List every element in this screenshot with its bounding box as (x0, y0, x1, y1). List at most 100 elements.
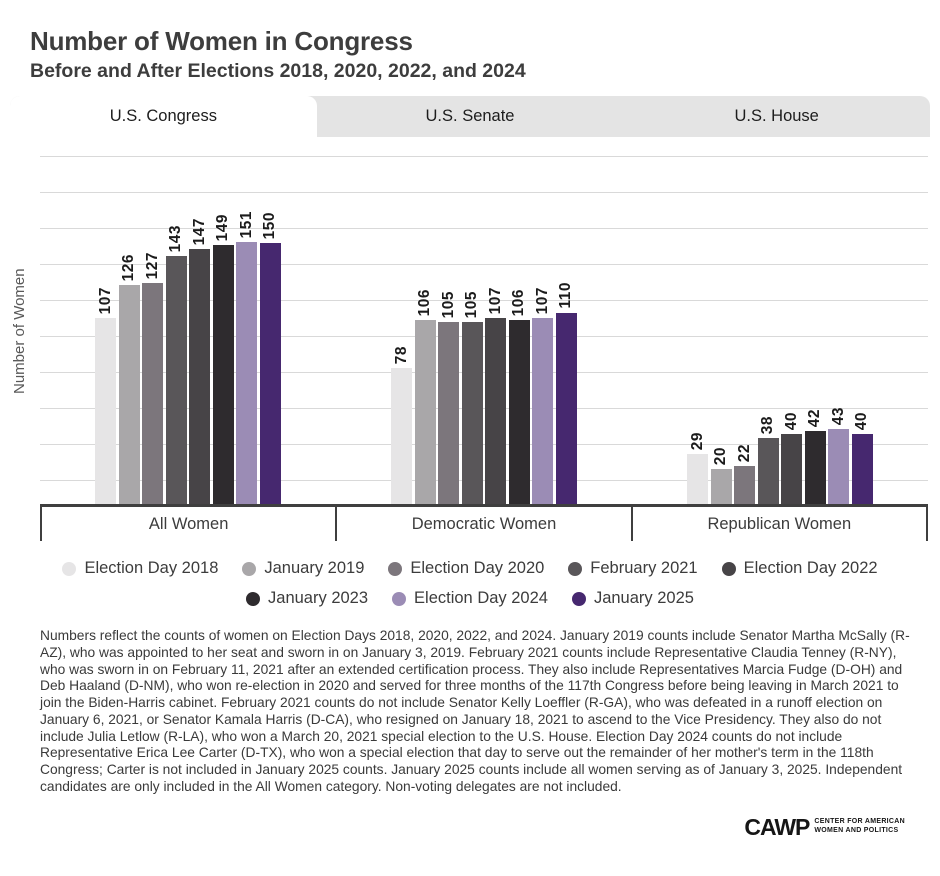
bar-wrap: 107 (532, 286, 554, 504)
bar-value-label: 126 (120, 253, 138, 281)
bar-february-2021-democratic-women[interactable] (461, 322, 483, 504)
bar-election-day-2024-all-women[interactable] (236, 242, 258, 504)
cawp-logo-line1: Center for American (814, 818, 905, 826)
legend-label: Election Day 2022 (743, 559, 878, 577)
footnote-text: Numbers reflect the counts of women on E… (40, 628, 910, 794)
bar-election-day-2024-democratic-women[interactable] (532, 318, 554, 504)
bar-wrap: 43 (828, 407, 850, 504)
bar-wrap: 105 (438, 290, 460, 504)
cawp-logo: CAWP Center for American Women and Polit… (0, 814, 905, 841)
plot-area: 107 126 127 143 147 149 151 150 78 106 105 105 107 10… (40, 156, 928, 507)
legend-color-dot (246, 591, 261, 606)
bar-value-label: 29 (688, 431, 706, 450)
bar-january-2019-democratic-women[interactable] (414, 320, 436, 504)
bar-value-label: 107 (486, 286, 504, 314)
legend-label: Election Day 2020 (410, 559, 545, 577)
legend-label: January 2025 (593, 589, 694, 607)
bar-election-day-2022-democratic-women[interactable] (485, 318, 507, 504)
bar-election-day-2018-all-women[interactable] (95, 318, 117, 504)
bar-value-label: 105 (463, 290, 481, 318)
tab-bar: U.S. Congress U.S. Senate U.S. House (10, 96, 930, 137)
bar-value-label: 143 (167, 224, 185, 252)
bar-january-2025-democratic-women[interactable] (555, 313, 577, 504)
bar-value-label: 38 (759, 415, 777, 434)
bar-wrap: 151 (236, 211, 258, 504)
bar-value-label: 127 (143, 251, 161, 279)
bar-group-democratic-women: 78 106 105 105 107 106 107 110 (336, 156, 632, 504)
bar-value-label: 110 (557, 282, 575, 309)
bar-february-2021-all-women[interactable] (165, 256, 187, 504)
bar-group-republican-women: 29 20 22 38 40 42 43 40 (632, 156, 928, 504)
legend: Election Day 2018 January 2019 Election Da… (0, 559, 940, 608)
bar-wrap: 40 (781, 412, 803, 504)
tab-us-senate[interactable]: U.S. Senate (425, 107, 515, 125)
bar-group-all-women: 107 126 127 143 147 149 151 150 (40, 156, 336, 504)
bar-election-day-2018-democratic-women[interactable] (391, 368, 413, 504)
bar-value-label: 107 (96, 286, 114, 314)
cawp-logo-line2: Women and Politics (814, 827, 899, 834)
bar-election-day-2020-democratic-women[interactable] (438, 322, 460, 504)
bar-wrap: 149 (212, 213, 234, 504)
bar-value-label: 42 (806, 408, 824, 427)
bar-january-2023-all-women[interactable] (212, 245, 234, 504)
bar-value-label: 105 (439, 290, 457, 318)
bar-january-2023-republican-women[interactable] (804, 431, 826, 504)
category-all-women: All Women (40, 507, 335, 541)
bar-value-label: 149 (214, 213, 232, 241)
legend-color-dot (721, 561, 736, 576)
cawp-logo-text: Center for American Women and Politics (814, 818, 905, 836)
bar-value-label: 107 (533, 286, 551, 314)
bar-election-day-2024-republican-women[interactable] (828, 429, 850, 504)
legend-item-january-2023: January 2023 (246, 589, 368, 608)
bar-wrap: 42 (804, 408, 826, 504)
legend-label: Election Day 2024 (414, 589, 548, 607)
legend-label: February 2021 (590, 559, 698, 577)
legend-item-election-day-2022: Election Day 2022 (721, 559, 878, 578)
bar-election-day-2020-republican-women[interactable] (734, 466, 756, 504)
bar-election-day-2018-republican-women[interactable] (687, 454, 709, 504)
bar-value-label: 106 (510, 288, 528, 316)
legend-item-election-day-2020: Election Day 2020 (388, 559, 544, 578)
bar-wrap: 107 (485, 286, 507, 504)
tab-us-house[interactable]: U.S. House (734, 107, 819, 125)
page-subtitle: Before and After Elections 2018, 2020, 2… (30, 60, 526, 82)
legend-item-january-2019: January 2019 (242, 559, 364, 578)
bar-wrap: 110 (555, 282, 577, 504)
bar-wrap: 106 (508, 288, 530, 504)
bar-wrap: 143 (165, 224, 187, 504)
bar-wrap: 38 (757, 415, 779, 504)
header: Number of Women in Congress Before and A… (0, 0, 940, 83)
legend-label: January 2023 (268, 589, 369, 607)
bar-wrap: 22 (734, 444, 756, 504)
legend-row-1: Election Day 2018 January 2019 Election Da… (62, 559, 878, 578)
bar-wrap: 20 (710, 447, 732, 504)
bar-election-day-2022-republican-women[interactable] (781, 434, 803, 504)
bar-wrap: 29 (687, 431, 709, 504)
legend-color-dot (571, 591, 586, 606)
bar-election-day-2020-all-women[interactable] (142, 283, 164, 504)
bar-january-2023-democratic-women[interactable] (508, 320, 530, 504)
bar-wrap: 127 (142, 251, 164, 504)
legend-color-dot (392, 591, 407, 606)
bar-january-2025-all-women[interactable] (259, 243, 281, 504)
bar-january-2025-republican-women[interactable] (851, 434, 873, 504)
bar-february-2021-republican-women[interactable] (757, 438, 779, 504)
bar-wrap: 126 (118, 253, 140, 504)
bar-january-2019-republican-women[interactable] (710, 469, 732, 504)
bar-wrap: 78 (391, 346, 413, 504)
legend-label: January 2019 (264, 559, 365, 577)
legend-color-dot (242, 561, 257, 576)
bar-value-label: 147 (190, 217, 208, 245)
category-democratic-women: Democratic Women (335, 507, 630, 541)
bar-january-2019-all-women[interactable] (118, 285, 140, 504)
legend-item-election-day-2024: Election Day 2024 (392, 589, 548, 608)
bar-wrap: 150 (259, 211, 281, 504)
bar-election-day-2022-all-women[interactable] (189, 249, 211, 504)
tab-us-congress[interactable]: U.S. Congress (10, 96, 317, 137)
legend-item-election-day-2018: Election Day 2018 (62, 559, 218, 578)
bar-value-label: 150 (261, 211, 279, 239)
bar-wrap: 106 (414, 288, 436, 504)
bar-wrap: 105 (461, 290, 483, 504)
bar-value-label: 106 (416, 288, 434, 316)
legend-row-2: January 2023 Election Day 2024 January 202… (246, 589, 694, 608)
